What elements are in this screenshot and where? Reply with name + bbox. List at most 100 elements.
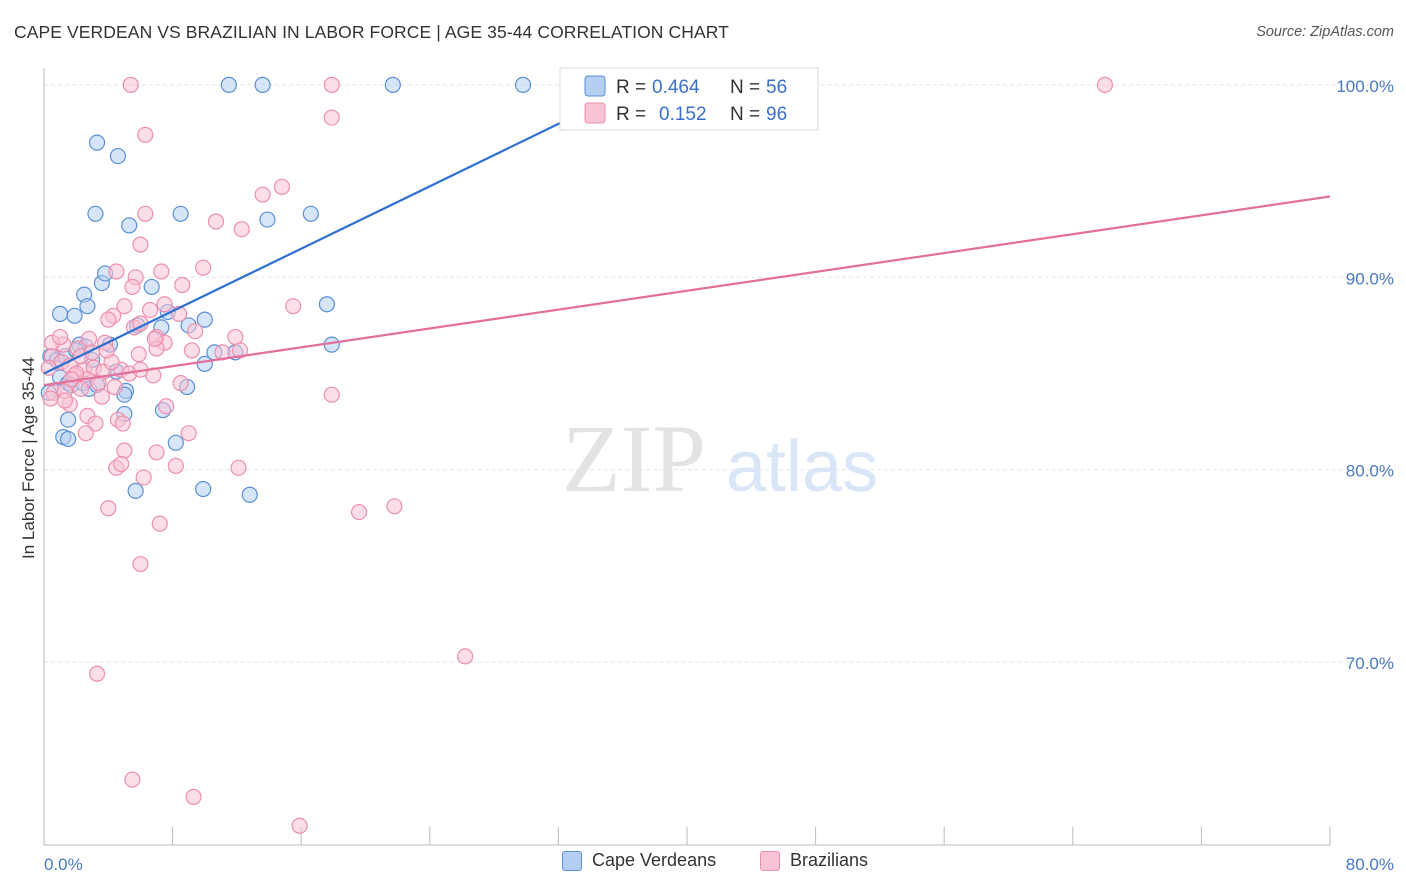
brazilian-point: [167, 457, 184, 474]
brazilian-point: [285, 298, 302, 315]
brazilian-point: [124, 771, 141, 788]
brazilian-point: [254, 186, 271, 203]
cape-verdean-point: [384, 76, 401, 93]
brazilian-point: [130, 346, 147, 363]
x-tick-label: 80.0%: [1346, 855, 1394, 874]
trend-lines: [43, 83, 1331, 387]
brazilian-point: [132, 555, 149, 573]
y-tick-label: 70.0%: [1346, 654, 1394, 673]
cape-verdean-point: [172, 205, 189, 222]
brazilian-point: [323, 76, 340, 93]
brazilian-point: [88, 665, 106, 682]
cape-verdean-point: [121, 217, 138, 234]
brazilian-point: [227, 328, 244, 346]
brazilian-point: [87, 415, 104, 432]
brazilian-point: [77, 425, 94, 442]
brazilian-point: [148, 444, 165, 461]
cape-verdean-point: [88, 134, 106, 151]
y-tick-label: 100.0%: [1336, 77, 1394, 96]
brazilians-trend-line: [43, 195, 1331, 387]
y-tick-labels: 100.0% 90.0% 80.0% 70.0%: [1336, 77, 1394, 673]
legend-label-brazilians: Brazilians: [790, 850, 869, 870]
brazilian-point: [72, 380, 90, 398]
brazilian-point: [151, 515, 168, 532]
brazilian-point: [116, 442, 133, 459]
brazilian-point: [232, 342, 249, 359]
watermark-atlas: atlas: [726, 427, 878, 507]
cape-verdean-point: [254, 76, 271, 93]
cape-verdean-point: [60, 411, 77, 428]
cape-verdean-point: [51, 305, 69, 322]
brazilian-point: [100, 311, 117, 328]
brazilian-point: [114, 415, 131, 432]
brazilian-point: [137, 205, 154, 222]
brazilian-point: [273, 178, 291, 195]
cape-verdean-point: [167, 434, 184, 451]
cape-verdeans-trend-line: [43, 83, 640, 375]
brazilian-point: [156, 296, 173, 313]
brazilian-point: [195, 259, 212, 276]
cape-verdean-point: [196, 311, 213, 328]
cape-verdean-point: [127, 482, 144, 500]
brazilian-point: [457, 648, 474, 665]
brazilian-point: [132, 236, 149, 253]
cape-verdean-point: [259, 211, 276, 228]
legend-swatch-cape-verdeans: [584, 75, 606, 97]
cape-verdean-point: [109, 147, 127, 165]
brazilian-point: [137, 126, 154, 143]
legend-r-value-cape-verdeans: 0.464: [652, 77, 700, 98]
x-tick-label: 0.0%: [44, 855, 83, 874]
cape-verdean-point: [196, 355, 213, 373]
cape-verdean-point: [220, 76, 237, 93]
brazilian-point: [323, 386, 340, 403]
brazilian-point: [174, 276, 191, 294]
cape-verdean-point: [241, 486, 258, 503]
brazilian-point: [1096, 76, 1114, 93]
cape-verdean-point: [195, 480, 212, 498]
legend-n-label-brazilians: N =: [730, 104, 760, 125]
brazilian-point: [113, 455, 130, 473]
cape-verdean-point: [514, 76, 532, 93]
brazilian-point: [108, 263, 125, 280]
brazilian-point: [187, 323, 204, 340]
legend-r-label-cape-verdeans: R =: [616, 77, 646, 98]
brazilian-point: [153, 263, 170, 280]
cape-verdeans-swatch: [562, 850, 582, 871]
stats-legend: R = 0.464 N = 56 R = 0.152 N = 96: [559, 67, 819, 131]
legend-label-cape-verdeans: Cape Verdeans: [592, 850, 717, 870]
brazilian-point: [233, 221, 250, 238]
chart-title: CAPE VERDEAN VS BRAZILIAN IN LABOR FORCE…: [14, 22, 729, 42]
cape-verdean-point: [302, 205, 319, 222]
brazilian-point: [172, 375, 189, 392]
cape-verdeans-points: [40, 76, 532, 503]
brazilian-point: [106, 378, 123, 396]
watermark-zip: ZIP: [562, 405, 706, 512]
brazilian-point: [42, 390, 59, 407]
cape-verdean-point: [87, 205, 104, 222]
brazilians-swatch: [760, 850, 780, 871]
brazilian-point: [56, 392, 73, 409]
y-tick-label: 90.0%: [1346, 269, 1394, 288]
axes: [43, 68, 1331, 846]
brazilian-point: [51, 328, 69, 346]
brazilian-point: [386, 498, 403, 515]
brazilian-point: [185, 788, 202, 805]
source-label: Source: ZipAtlas.com: [1256, 24, 1394, 40]
legend-swatch-brazilians: [584, 102, 606, 124]
legend-item-brazilians[interactable]: Brazilians: [760, 850, 868, 871]
brazilian-point: [122, 76, 139, 93]
legend-n-value-cape-verdeans: 56: [766, 77, 787, 98]
brazilian-point: [141, 301, 159, 319]
cape-verdean-point: [318, 296, 336, 313]
brazilian-point: [323, 109, 340, 126]
cape-verdean-point: [79, 298, 96, 315]
brazilian-point: [207, 213, 225, 230]
legend-item-cape-verdeans[interactable]: Cape Verdeans: [562, 850, 716, 871]
brazilians-points: [40, 76, 1114, 834]
cape-verdean-point: [143, 278, 160, 296]
brazilian-point: [291, 817, 308, 834]
grid-lines: [44, 84, 1394, 663]
brazilian-point: [183, 342, 200, 359]
brazilian-point: [180, 425, 197, 442]
brazilian-point: [124, 278, 141, 296]
